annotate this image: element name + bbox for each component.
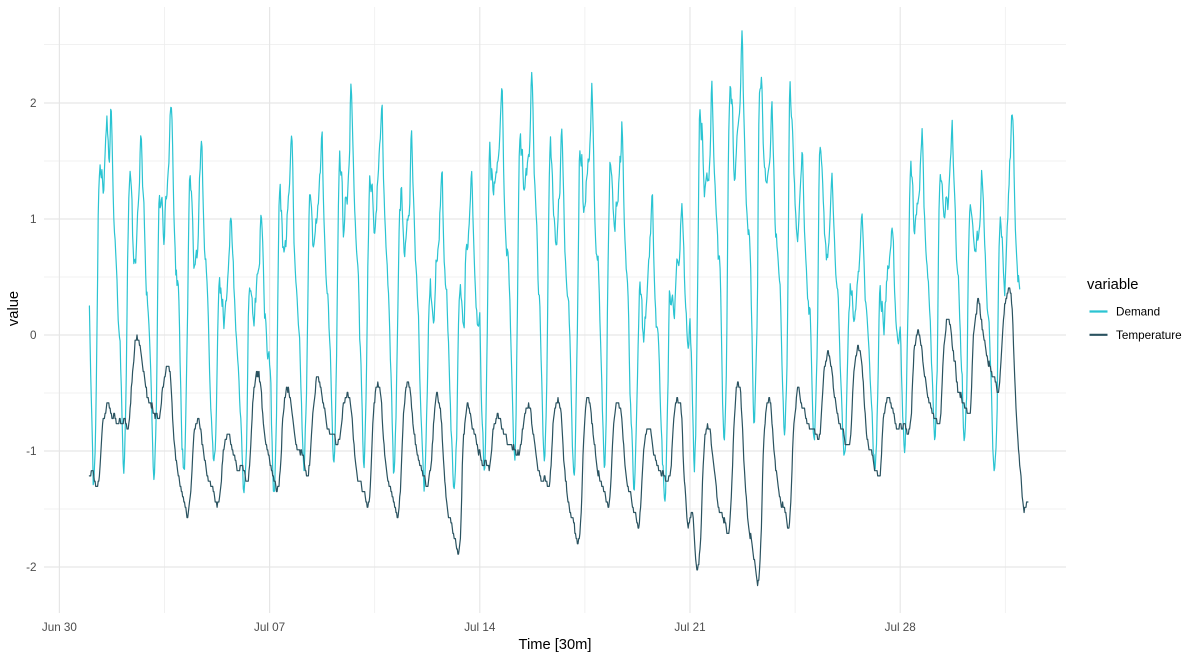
svg-text:Temperature: Temperature: [1116, 329, 1182, 342]
svg-text:Jun 30: Jun 30: [42, 621, 78, 634]
svg-text:-2: -2: [26, 561, 36, 574]
svg-text:value: value: [6, 291, 22, 326]
svg-text:-1: -1: [26, 445, 36, 458]
svg-text:Demand: Demand: [1116, 306, 1160, 319]
svg-text:1: 1: [30, 213, 37, 226]
svg-text:Jul 07: Jul 07: [254, 621, 285, 634]
svg-text:Jul 28: Jul 28: [885, 621, 916, 634]
svg-text:Jul 14: Jul 14: [464, 621, 496, 634]
svg-text:Time [30m]: Time [30m]: [519, 637, 592, 653]
svg-text:variable: variable: [1087, 277, 1138, 293]
svg-text:0: 0: [30, 329, 37, 342]
svg-text:Jul 21: Jul 21: [674, 621, 705, 634]
svg-text:2: 2: [30, 97, 37, 110]
